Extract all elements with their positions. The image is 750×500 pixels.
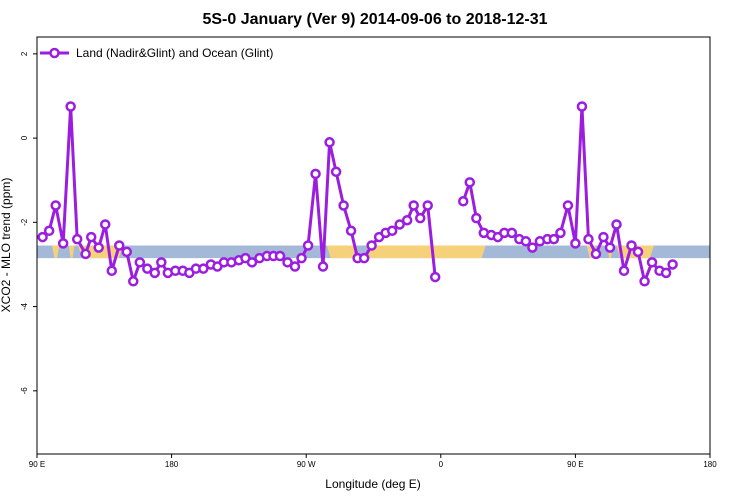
land-segment: [51, 245, 60, 259]
data-point: [121, 246, 132, 258]
data-point: [282, 257, 293, 268]
data-point: [506, 227, 518, 239]
data-point: [457, 196, 469, 207]
y-tick-label: 2: [20, 51, 29, 56]
data-point: [246, 257, 258, 268]
data-point: [65, 101, 76, 112]
data-point: [324, 137, 335, 148]
data-point: [114, 240, 125, 251]
data-point: [317, 261, 329, 272]
data-point: [134, 257, 146, 268]
x-tick-label: 180: [703, 460, 717, 469]
data-point: [394, 219, 405, 230]
data-point: [366, 240, 377, 251]
data-point: [338, 200, 349, 211]
legend: Land (Nadir&Glint) and Ocean (Glint): [40, 46, 273, 60]
data-point: [618, 265, 630, 277]
data-point: [198, 263, 209, 274]
data-point: [85, 231, 97, 243]
data-point: [555, 227, 566, 239]
x-tick-label: 90 W: [297, 460, 316, 469]
data-point: [149, 267, 161, 279]
data-point: [128, 276, 139, 287]
data-point: [43, 225, 55, 237]
x-tick-label: 90 E: [29, 460, 45, 469]
data-point: [660, 267, 672, 279]
data-point: [80, 248, 91, 260]
data-point: [93, 242, 104, 253]
data-point: [639, 276, 650, 287]
data-point: [667, 259, 678, 270]
data-point: [99, 219, 111, 230]
legend-entry-label: Land (Nadir&Glint) and Ocean (Glint): [76, 46, 273, 60]
data-point: [583, 233, 594, 245]
data-point: [626, 240, 637, 251]
data-point: [142, 263, 153, 274]
data-point: [345, 225, 357, 237]
y-axis-label: XCO2 - MLO trend (ppm): [0, 178, 13, 313]
x-tick-label: 0: [439, 460, 444, 469]
data-point: [414, 212, 426, 224]
series-layer: [37, 101, 678, 287]
land-segment: [68, 245, 75, 259]
plot-frame: [36, 36, 711, 455]
data-point: [429, 271, 441, 283]
land-segment: [326, 245, 357, 259]
data-point: [296, 252, 307, 264]
data-point: [632, 246, 644, 258]
y-tick-label: -6: [20, 387, 29, 395]
data-point: [562, 200, 574, 211]
land-segment: [366, 245, 486, 259]
data-point: [302, 240, 314, 251]
data-point: [330, 166, 342, 178]
data-point: [274, 250, 286, 262]
chart-title: 5S-0 January (Ver 9) 2014-09-06 to 2018-…: [202, 11, 547, 28]
data-point: [358, 252, 370, 264]
y-tick-label: 0: [20, 135, 29, 140]
x-tick-label: 90 E: [567, 460, 583, 469]
x-axis: 90 E 180 90 W 0 90 E 180: [29, 454, 717, 469]
data-point: [422, 200, 433, 211]
data-point: [464, 177, 476, 188]
data-point: [106, 265, 118, 277]
data-point: [604, 242, 616, 253]
data-point: [548, 233, 560, 245]
x-axis-label: Longitude (deg E): [325, 477, 420, 491]
data-point: [310, 168, 321, 180]
data-point: [611, 219, 622, 230]
data-point: [289, 261, 301, 272]
data-point: [471, 212, 482, 224]
data-point: [520, 236, 532, 247]
y-axis: 2 0 -2 -4 -6: [20, 51, 37, 394]
data-point: [57, 238, 69, 249]
data-point: [590, 248, 602, 260]
data-point: [50, 200, 61, 211]
y-tick-label: -2: [20, 218, 29, 226]
data-point: [386, 225, 398, 237]
data-point: [156, 257, 167, 268]
data-point: [598, 231, 609, 243]
legend-swatch-marker: [49, 47, 60, 59]
y-tick-label: -4: [20, 302, 29, 310]
data-point: [37, 231, 48, 243]
data-point: [576, 101, 588, 112]
data-point: [71, 233, 83, 245]
data-point: [401, 214, 413, 226]
x-tick-label: 180: [165, 460, 179, 469]
data-point: [570, 238, 581, 249]
data-point: [527, 242, 538, 253]
data-point: [408, 200, 419, 211]
data-point: [646, 257, 658, 268]
